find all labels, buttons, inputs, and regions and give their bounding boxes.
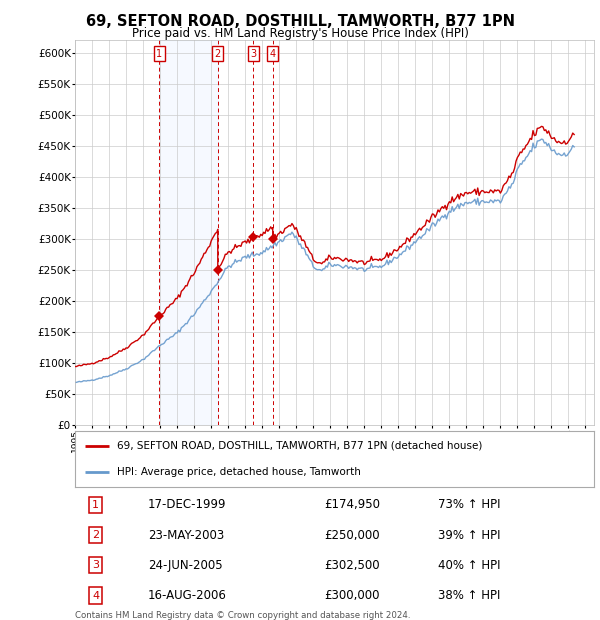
Text: 23-MAY-2003: 23-MAY-2003 — [148, 529, 224, 542]
Text: 38% ↑ HPI: 38% ↑ HPI — [438, 589, 500, 602]
Text: £300,000: £300,000 — [324, 589, 380, 602]
Text: 69, SEFTON ROAD, DOSTHILL, TAMWORTH, B77 1PN: 69, SEFTON ROAD, DOSTHILL, TAMWORTH, B77… — [86, 14, 515, 29]
Text: 73% ↑ HPI: 73% ↑ HPI — [438, 498, 501, 511]
Text: £302,500: £302,500 — [324, 559, 380, 572]
Text: £250,000: £250,000 — [324, 529, 380, 542]
Text: 39% ↑ HPI: 39% ↑ HPI — [438, 529, 501, 542]
Text: £174,950: £174,950 — [324, 498, 380, 511]
Text: 24-JUN-2005: 24-JUN-2005 — [148, 559, 222, 572]
Text: 2: 2 — [92, 530, 100, 540]
Text: 4: 4 — [269, 49, 276, 59]
Text: Contains HM Land Registry data © Crown copyright and database right 2024.
This d: Contains HM Land Registry data © Crown c… — [75, 611, 410, 620]
Text: 4: 4 — [92, 591, 100, 601]
Text: 1: 1 — [157, 49, 163, 59]
Text: 2: 2 — [215, 49, 221, 59]
Text: Price paid vs. HM Land Registry's House Price Index (HPI): Price paid vs. HM Land Registry's House … — [131, 27, 469, 40]
Text: 16-AUG-2006: 16-AUG-2006 — [148, 589, 227, 602]
Bar — [160, 40, 218, 425]
Text: 40% ↑ HPI: 40% ↑ HPI — [438, 559, 501, 572]
Text: 69, SEFTON ROAD, DOSTHILL, TAMWORTH, B77 1PN (detached house): 69, SEFTON ROAD, DOSTHILL, TAMWORTH, B77… — [116, 441, 482, 451]
Text: 1: 1 — [92, 500, 99, 510]
Text: 3: 3 — [92, 560, 99, 570]
Text: 17-DEC-1999: 17-DEC-1999 — [148, 498, 226, 511]
Text: HPI: Average price, detached house, Tamworth: HPI: Average price, detached house, Tamw… — [116, 467, 361, 477]
Text: 3: 3 — [250, 49, 256, 59]
